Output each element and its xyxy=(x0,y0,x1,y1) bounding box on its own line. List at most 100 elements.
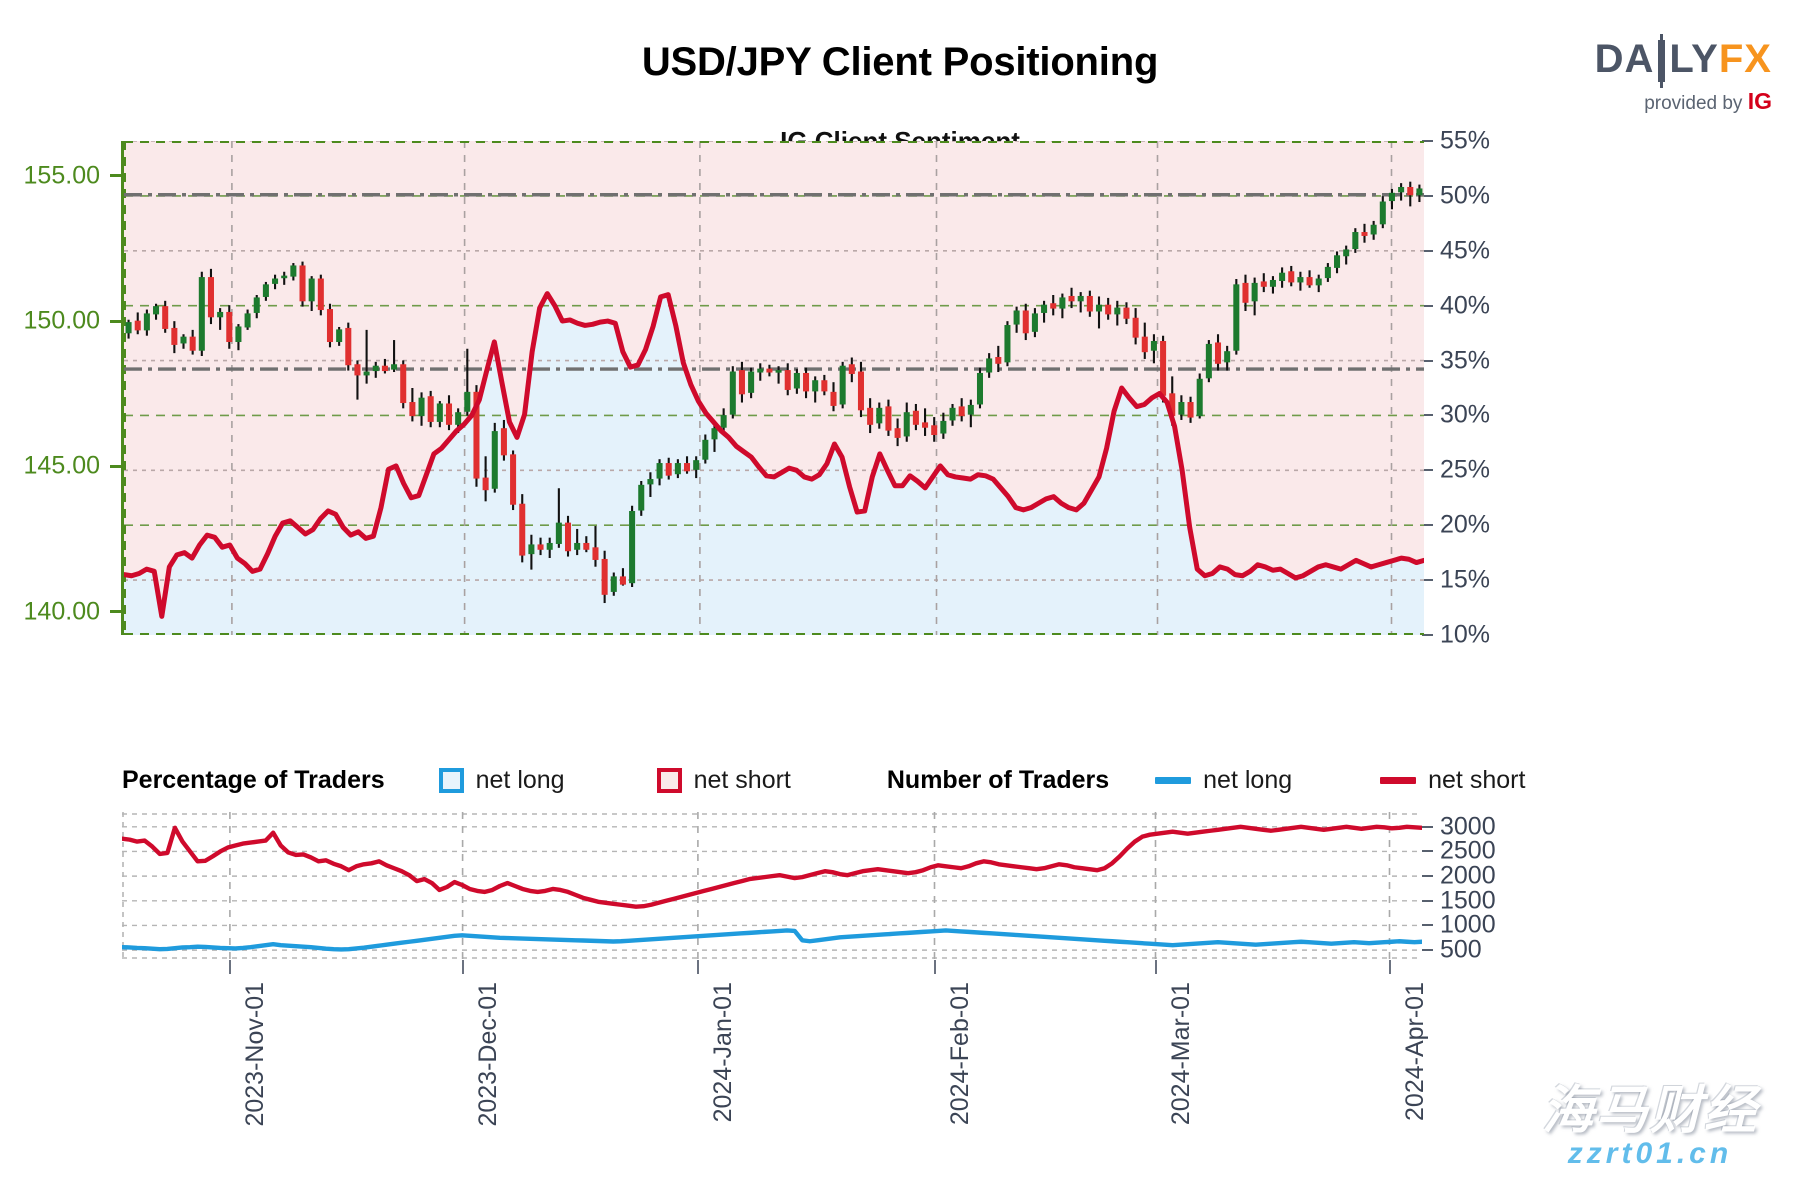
candle-body xyxy=(1233,284,1240,351)
candle-body xyxy=(748,371,755,393)
candle-body xyxy=(162,306,169,329)
candle-body xyxy=(1022,310,1029,334)
candle-body xyxy=(363,371,370,376)
candle-body xyxy=(821,380,828,392)
candle-body xyxy=(592,547,599,560)
trader-count-axis: 3000 2500 2000 1500 1000 500 xyxy=(1422,800,1542,975)
candle-body xyxy=(381,365,388,372)
percent-tick-label: 10% xyxy=(1440,620,1491,649)
candle-body xyxy=(1388,192,1395,202)
count-tick xyxy=(1422,899,1433,902)
date-tick xyxy=(461,960,464,974)
legend-num-net-short[interactable]: net short xyxy=(1380,766,1525,795)
legend-num-net-long-label: net long xyxy=(1203,765,1293,794)
candle-body xyxy=(1361,232,1368,236)
candle-body xyxy=(940,420,947,434)
dailyfx-logo: DA LY FX provided by IG xyxy=(1594,34,1772,114)
candle-body xyxy=(1132,317,1139,338)
candle-body xyxy=(812,380,819,392)
legend-pct-net-long[interactable]: net long xyxy=(438,766,565,795)
candle-body xyxy=(1013,310,1020,325)
candle-body xyxy=(720,415,727,428)
candle-body xyxy=(564,522,572,552)
candle-body xyxy=(510,454,517,505)
candle-body xyxy=(1214,342,1222,364)
candle-body xyxy=(217,311,224,318)
candle-body xyxy=(702,439,709,460)
count-tick-label: 2000 xyxy=(1440,861,1496,890)
candle-body xyxy=(903,412,910,437)
candle-body xyxy=(519,503,526,556)
candle-body xyxy=(729,371,736,415)
price-tick-label: 140.00 xyxy=(23,597,100,626)
net-long-area xyxy=(124,293,1424,635)
candle-body xyxy=(1031,313,1038,332)
percent-tick xyxy=(1422,304,1433,307)
candle-body xyxy=(290,265,297,277)
candle-body xyxy=(1279,272,1286,281)
candle-body xyxy=(1196,378,1203,417)
candle-body xyxy=(793,372,800,389)
count-tick-label: 2500 xyxy=(1440,836,1496,865)
chart-legend: Percentage of Traders net long net short… xyxy=(122,758,1525,802)
candle-body xyxy=(189,336,196,351)
candle-body xyxy=(1041,304,1048,313)
count-tick-label: 3000 xyxy=(1440,812,1496,841)
candle-body xyxy=(693,460,700,470)
price-tick-label: 155.00 xyxy=(23,161,100,190)
percent-tick-label: 15% xyxy=(1440,565,1491,594)
net-short-box-icon xyxy=(656,767,682,793)
price-tick xyxy=(110,610,124,614)
watermark-url: zzrt01.cn xyxy=(1567,1137,1733,1170)
percent-tick xyxy=(1422,359,1433,362)
price-sentiment-plot xyxy=(122,141,1424,635)
candle-body xyxy=(1141,336,1148,353)
date-tick xyxy=(228,960,231,974)
candle-body xyxy=(299,265,306,302)
candle-body xyxy=(656,463,663,479)
logo-tagline: provided by xyxy=(1644,93,1743,114)
candle-body xyxy=(464,391,471,412)
date-tick-label: 2024-Mar-01 xyxy=(1166,982,1195,1126)
percent-tick xyxy=(1422,249,1433,252)
candle-body xyxy=(1370,224,1377,235)
net-short-line-icon xyxy=(1380,776,1417,784)
net-long-box-icon xyxy=(438,767,464,793)
count-tick xyxy=(1422,850,1433,853)
date-tick-label: 2024-Apr-01 xyxy=(1400,982,1429,1121)
candle-body xyxy=(391,364,398,370)
candle-body xyxy=(1343,249,1350,257)
candle-body xyxy=(1288,271,1295,283)
date-tick-label: 2024-Feb-01 xyxy=(945,982,974,1126)
candle-body xyxy=(418,397,425,417)
candle-body xyxy=(1150,341,1157,351)
candle-body xyxy=(1416,188,1423,196)
percent-tick xyxy=(1422,414,1433,417)
page-title: USD/JPY Client Positioning xyxy=(641,40,1159,84)
candle-body xyxy=(317,278,324,311)
traders-count-svg xyxy=(122,812,1422,960)
candle-body xyxy=(1160,341,1167,396)
candle-body xyxy=(949,407,956,421)
price-axis: 155.00 150.00 145.00 140.00 xyxy=(24,136,124,640)
logo-daily-text: DA xyxy=(1594,37,1655,81)
logo-ly-text: LY xyxy=(1669,37,1719,81)
candle-body xyxy=(528,544,535,555)
percent-tick-label: 45% xyxy=(1440,236,1491,265)
candle-body xyxy=(281,275,288,279)
candle-body xyxy=(1059,297,1066,309)
legend-pct-net-short[interactable]: net short xyxy=(656,766,791,795)
candle-body xyxy=(427,396,434,422)
candle-body xyxy=(345,327,352,366)
candle-body xyxy=(546,542,553,550)
candle-body xyxy=(1407,186,1414,196)
candle-body xyxy=(198,277,205,351)
count-tick xyxy=(1422,924,1433,927)
date-tick xyxy=(1154,960,1157,974)
candle-body xyxy=(134,320,141,331)
candle-body xyxy=(885,406,892,431)
legend-num-net-long[interactable]: net long xyxy=(1155,766,1292,795)
candle-body xyxy=(326,309,334,343)
candle-body xyxy=(857,371,864,411)
